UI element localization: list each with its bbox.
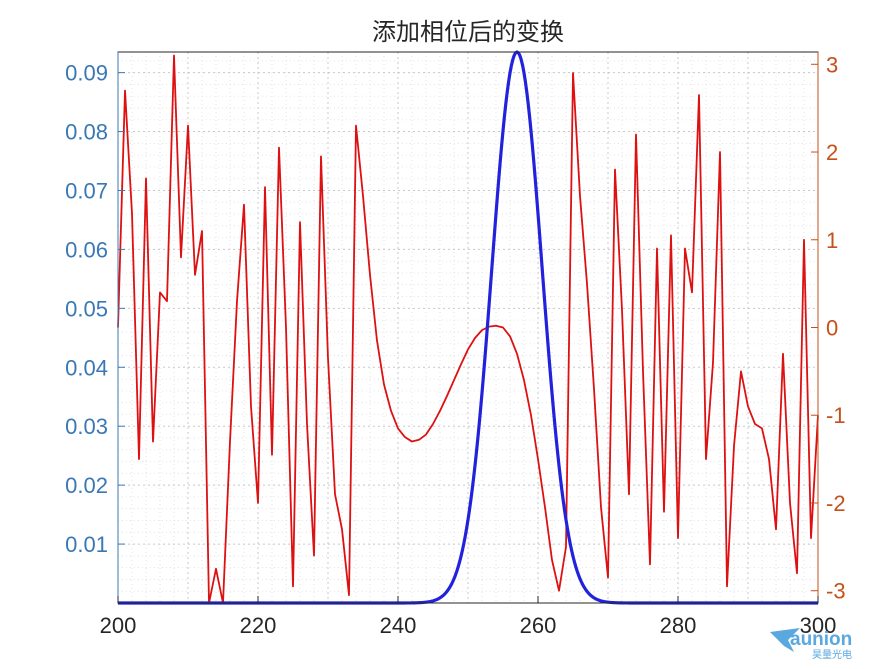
watermark-subtitle: 昊量光电 (812, 648, 852, 661)
y-right-tick-label: 2 (826, 140, 838, 165)
axis-ticks: 200 220 240 260 280 300 0.01 0.02 0.03 0.04 0.05 0.… (65, 52, 845, 638)
x-tick-label: 280 (660, 613, 697, 638)
y-right-tick-label: 0 (826, 316, 838, 341)
logo-arrow-icon (770, 628, 800, 652)
x-tick-label: 300 (800, 613, 837, 638)
y-right-tick-label: -1 (826, 403, 846, 428)
y-left-tick-label: 0.02 (65, 473, 108, 498)
y-right-tick-label: -2 (826, 491, 846, 516)
watermark-logo: aunion 昊量光电 (770, 628, 852, 661)
y-left-tick-label: 0.05 (65, 296, 108, 321)
phase-series-line (117, 54, 819, 604)
y-left-tick-label: 0.07 (65, 178, 108, 203)
y-left-tick-label: 0.09 (65, 61, 108, 86)
plot-area: 200 220 240 260 280 300 0.01 0.02 0.03 0.04 0.05 0.… (65, 50, 846, 638)
y-right-tick-label: 3 (826, 52, 838, 77)
x-tick-label: 240 (380, 613, 417, 638)
y-right-tick-label: -3 (826, 579, 846, 604)
x-tick-label: 260 (520, 613, 557, 638)
grid (117, 52, 819, 603)
y-left-tick-label: 0.01 (65, 532, 108, 557)
y-left-tick-label: 0.06 (65, 237, 108, 262)
y-left-tick-label: 0.08 (65, 120, 108, 145)
y-right-tick-label: 1 (826, 228, 838, 253)
x-tick-label: 200 (100, 613, 137, 638)
y-left-tick-label: 0.03 (65, 414, 108, 439)
y-left-tick-label: 0.04 (65, 355, 108, 380)
chart-title: 添加相位后的变换 (372, 18, 564, 46)
x-tick-label: 220 (240, 613, 277, 638)
watermark-brand: aunion (790, 629, 852, 650)
